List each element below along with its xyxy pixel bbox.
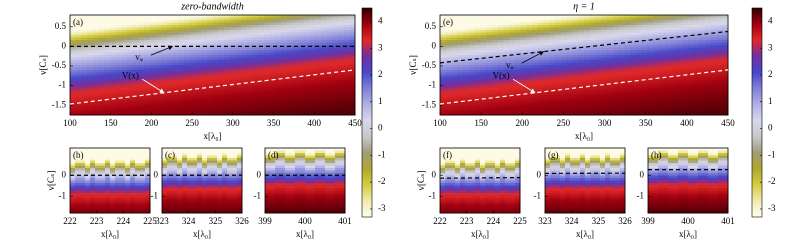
- x-tick-label: 224: [117, 216, 131, 226]
- y-tick-label: -1: [59, 80, 67, 90]
- annotation: vᵩ: [135, 52, 143, 62]
- y-tick-label: -1.5: [52, 99, 67, 109]
- x-axis-label: x[λ₀]: [101, 229, 119, 239]
- y-tick-label: -1: [59, 190, 67, 200]
- y-tick-label: 0: [154, 169, 159, 179]
- x-tick-label: 150: [104, 118, 118, 128]
- x-tick-label: 200: [145, 118, 159, 128]
- colorbar-tick-label: 1: [378, 96, 383, 106]
- y-tick-label: 0.5: [55, 21, 67, 31]
- panel-label: (c): [165, 150, 175, 160]
- x-tick-label: 326: [235, 216, 249, 226]
- x-tick-label: 324: [182, 216, 196, 226]
- y-axis-label: v[Cₛ]: [46, 171, 56, 191]
- x-tick-label: 400: [298, 216, 312, 226]
- panel-label: (d): [268, 150, 279, 160]
- colorbar-tick-label: 2: [378, 69, 383, 79]
- x-axis-label: x[λ₀]: [193, 229, 211, 239]
- x-tick-label: 222: [63, 216, 77, 226]
- colorbar-tick-label: -3: [378, 203, 386, 213]
- x-tick-label: 401: [338, 216, 352, 226]
- x-tick-label: 250: [185, 118, 199, 128]
- x-tick-label: 399: [258, 216, 272, 226]
- x-tick-label: 450: [348, 118, 362, 128]
- y-axis-label: v[Cₛ]: [38, 55, 48, 75]
- colorbar-tick-label: 0: [378, 123, 383, 133]
- x-tick-label: 300: [226, 118, 240, 128]
- panel-label: (b): [73, 150, 84, 160]
- x-tick-label: 325: [209, 216, 223, 226]
- x-tick-label: 350: [267, 118, 281, 128]
- y-tick-label: -1: [151, 190, 159, 200]
- colorbar-tick-label: -1: [378, 149, 386, 159]
- x-tick-label: 100: [63, 118, 77, 128]
- annotation: V(x): [122, 70, 139, 80]
- heatmap: [70, 15, 356, 116]
- panel-label: (a): [73, 17, 83, 27]
- x-tick-label: 223: [90, 216, 104, 226]
- y-tick-label: -1: [254, 190, 262, 200]
- x-axis-label: x[λ₀]: [296, 229, 314, 239]
- y-tick-label: 0: [62, 169, 67, 179]
- colorbar-tick-label: -2: [378, 176, 386, 186]
- panel-title: zero-bandwidth: [180, 1, 243, 12]
- y-tick-label: 0: [62, 40, 67, 50]
- y-tick-label: -0.5: [52, 60, 67, 70]
- colorbar-tick-label: 3: [378, 42, 383, 52]
- x-tick-label: 400: [308, 118, 322, 128]
- colorbar: [362, 8, 372, 217]
- y-tick-label: 0: [257, 169, 262, 179]
- colorbar-tick-label: 4: [378, 15, 383, 25]
- x-axis-label: x[λ₀]: [204, 131, 222, 141]
- heatmap: [440, 15, 729, 116]
- x-tick-label: 323: [155, 216, 169, 226]
